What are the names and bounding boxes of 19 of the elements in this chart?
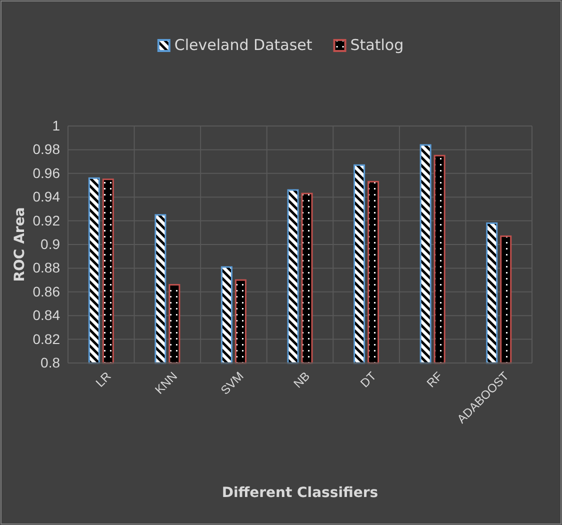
y-tick-label: 0.98	[32, 141, 60, 158]
x-tick-label: LR	[92, 368, 114, 390]
y-tick-label: 0.82	[32, 330, 60, 347]
x-tick-label: NB	[290, 369, 313, 391]
y-tick-label: 0.88	[32, 260, 60, 276]
y-tick-label: 0.8	[40, 354, 60, 370]
y-tick-label: 0.9	[40, 236, 60, 252]
y-tick-label: 0.86	[32, 283, 60, 300]
x-axis-title: Different Classifiers	[222, 485, 378, 501]
y-tick-label: 0.94	[32, 188, 60, 205]
x-tick-label: DT	[358, 368, 380, 390]
legend-label: Statlog	[350, 36, 404, 54]
y-tick-label: 1	[52, 117, 60, 134]
y-tick-label: 0.96	[32, 164, 60, 181]
x-tick-label: RF	[424, 369, 446, 390]
y-tick-label: 0.84	[32, 307, 60, 324]
y-axis-title: ROC Area	[12, 207, 28, 282]
legend-label: Cleveland Dataset	[174, 36, 312, 54]
y-tick-label: 0.92	[32, 212, 60, 228]
